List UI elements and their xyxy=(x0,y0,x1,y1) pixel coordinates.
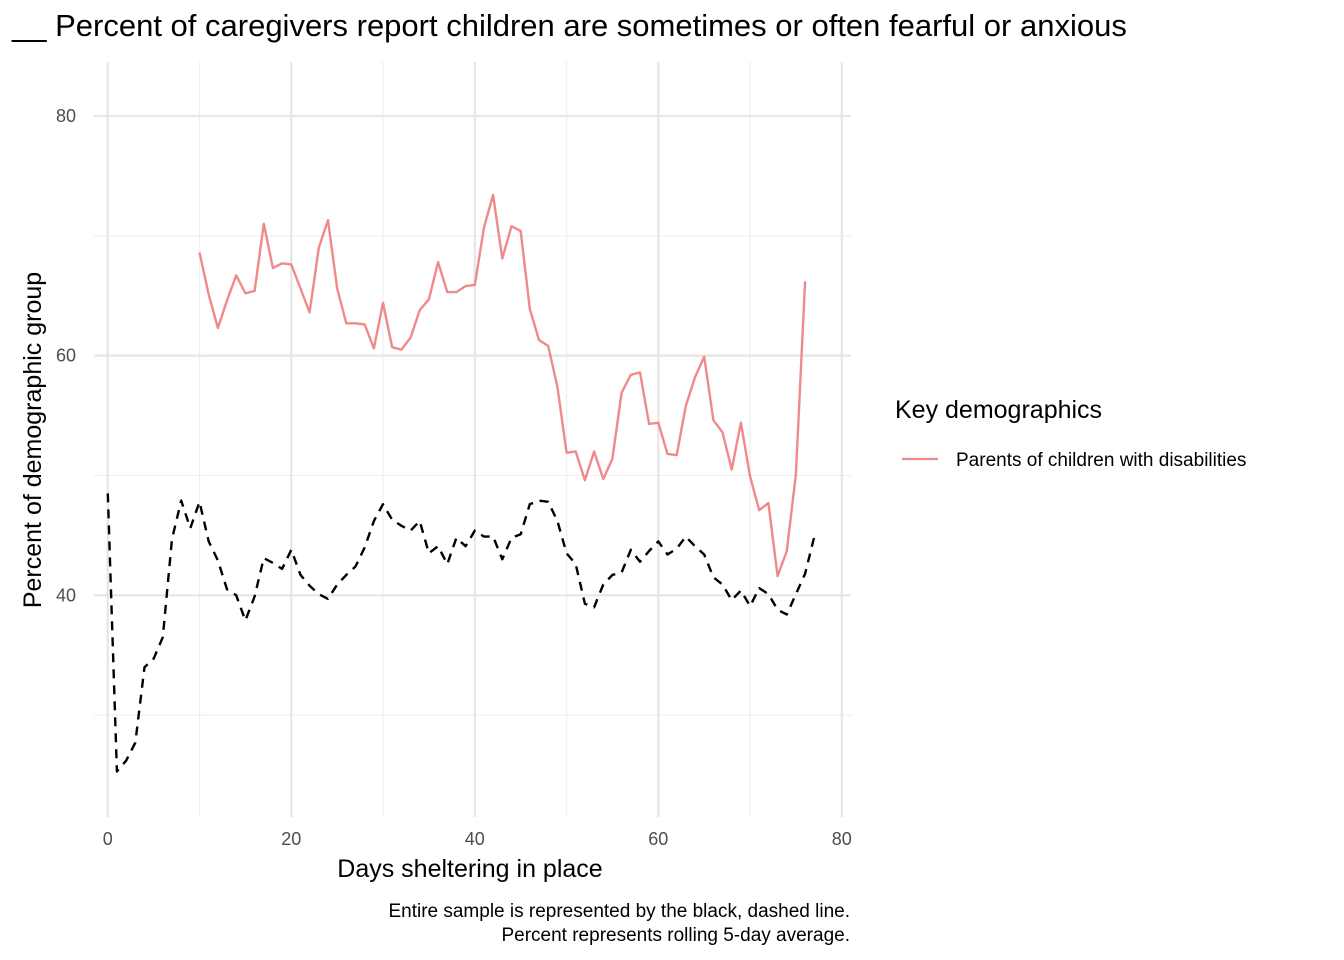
caption-line-2: Percent represents rolling 5-day average… xyxy=(501,925,850,946)
legend-title: Key demographics xyxy=(895,396,1102,424)
chart-title: __ Percent of caregivers report children… xyxy=(12,8,1127,43)
grid-lines xyxy=(94,62,851,817)
y-tick-label: 60 xyxy=(56,346,76,366)
y-tick-label: 40 xyxy=(56,585,76,605)
y-tick-label: 80 xyxy=(56,106,76,126)
series-lines xyxy=(106,193,816,773)
legend: Key demographics Parents of children wit… xyxy=(895,396,1246,471)
x-tick-label: 40 xyxy=(465,829,485,849)
y-axis-title: Percent of demographic group xyxy=(19,272,47,608)
legend-label-series-0: Parents of children with disabilities xyxy=(956,450,1246,471)
series-line-0 xyxy=(198,193,807,578)
caption-line-1: Entire sample is represented by the blac… xyxy=(388,901,850,922)
x-tick-label: 0 xyxy=(103,829,113,849)
series-line-entire-sample xyxy=(106,493,816,773)
x-axis-title: Days sheltering in place xyxy=(337,855,602,883)
x-tick-label: 20 xyxy=(281,829,301,849)
x-tick-label: 60 xyxy=(648,829,668,849)
x-tick-label: 80 xyxy=(832,829,852,849)
tick-labels: 0 20 40 60 80 40 60 80 xyxy=(56,106,852,849)
